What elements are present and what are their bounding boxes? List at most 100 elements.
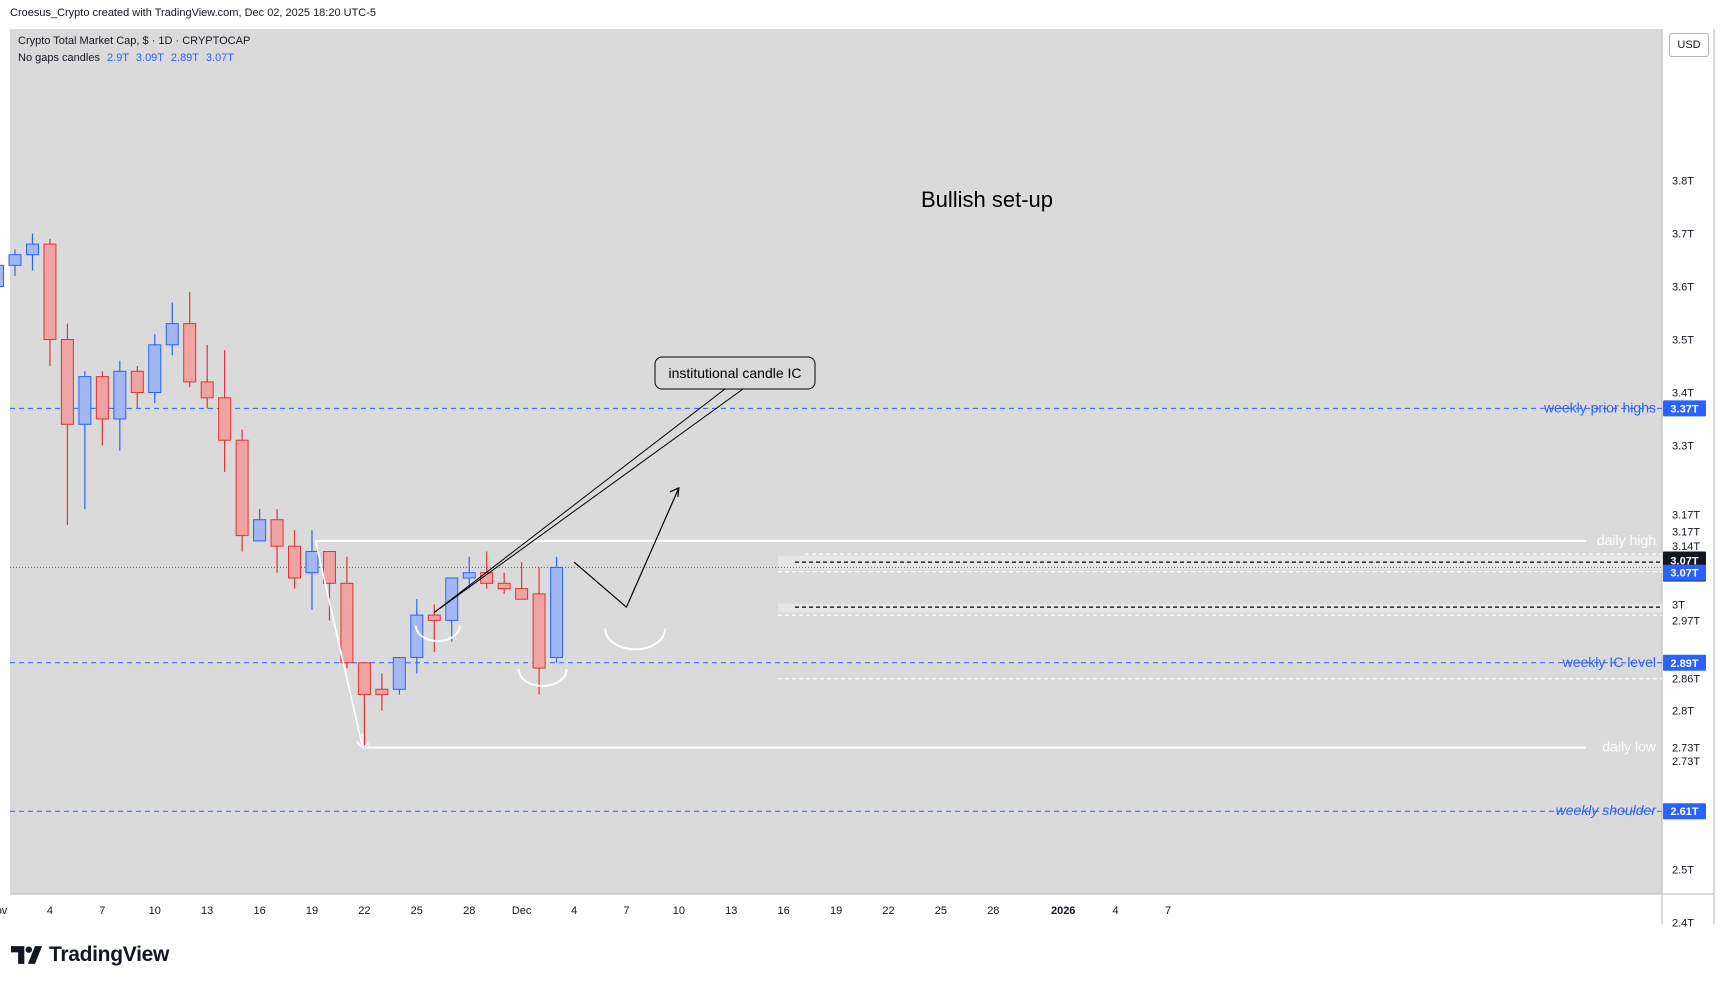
projection-arrowhead [669,486,680,497]
candle [218,350,232,472]
x-tick-label: 4 [47,905,53,917]
retest-arc-1 [414,625,461,643]
candle [43,238,57,366]
candle-body [218,397,232,441]
candle [200,344,214,409]
retest-arc-projected [604,628,667,651]
x-tick-label: 13 [201,905,213,917]
candle [288,530,302,589]
candle-body [165,323,179,346]
swing-arrowhead [356,741,370,749]
upper-zone-band [778,555,1662,571]
symbol-legend[interactable]: Crypto Total Market Cap, $ · 1D · CRYPTO… [18,35,251,47]
zone-bands [778,555,1662,613]
candle [113,360,127,451]
lower-zone-band [778,603,1662,613]
candle-body [43,243,57,341]
callout-text: institutional candle IC [668,365,801,381]
weekly-prior-highs-tag [1663,400,1706,417]
y-tick-label: 3.14T [1672,541,1700,553]
weekly-IC-level-tag [1663,654,1706,671]
x-tick-label: 10 [673,905,685,917]
y-tick-label: 3.8T [1672,176,1694,188]
candle [550,556,564,663]
x-tick-label: 19 [306,905,318,917]
candle [183,291,197,388]
y-tick-label: 2.5T [1672,865,1694,877]
candle-body [427,614,441,621]
setup-title: Bullish set-up [921,187,1053,212]
current-price-text: 3.07T [1670,556,1698,568]
x-tick-label: 7 [99,905,105,917]
y-tick-label: 3.17T [1672,526,1700,538]
last-close-text: 3.07T [1670,568,1698,580]
y-tick-label: 3.4T [1672,388,1694,400]
legend-close: 3.07T [205,52,235,64]
last-close-tag [1663,564,1706,581]
tradingview-logo[interactable]: TradingView [11,943,169,967]
callout-pointer [433,388,744,613]
candle [148,334,162,404]
level-tag-text: 3.37T [1670,403,1698,415]
candle [130,366,144,409]
candle [60,323,74,525]
candle-body [78,376,92,425]
x-tick-label: Nov [0,905,8,917]
x-tick-label: 16 [253,905,265,917]
candle-body [550,566,564,659]
x-tick-label: 22 [882,905,894,917]
candle [462,556,476,589]
x-tick-label: 10 [149,905,161,917]
x-tick-label: 25 [935,905,947,917]
x-tick-label: Dec [512,905,532,917]
weekly-prior-highs-label: weekly prior highs [1543,399,1656,415]
price-scale-area[interactable] [1662,29,1714,894]
chart-plot-area[interactable] [10,29,1662,894]
weekly-IC-level-label: weekly IC level [1562,654,1656,670]
drawings: Bullish set-up institutional candle IC [314,187,1053,749]
candle-body [200,381,214,399]
x-tick-label: 4 [571,905,577,917]
candle-body [253,519,267,542]
y-tick-label: 2.73T [1672,743,1700,755]
x-tick-label: 13 [725,905,737,917]
candle [78,371,92,510]
candle [95,371,109,446]
x-tick-label: 25 [411,905,423,917]
candle [165,302,179,356]
legend-high: 3.09T [135,52,164,64]
candle-body [270,519,284,547]
candle-body [515,588,529,600]
candle-body [0,264,5,287]
candle-body [375,688,389,696]
axis-labels: 1619222528Nov4710131619222528Dec47101316… [0,176,1700,930]
ohlc-legend: No gaps candles 2.9T 3.09T 2.89T 3.07T [18,52,234,64]
candle-body [462,572,476,579]
x-tick-label: 28 [463,905,475,917]
level-tag-text: 2.89T [1670,658,1698,670]
callout-box [654,356,816,390]
x-tick-label: 2026 [1051,905,1075,917]
y-tick-label: 3.17T [1672,509,1700,521]
candle-body [130,370,144,393]
y-tick-label: 3.5T [1672,335,1694,347]
x-tick-label: 4 [1113,905,1119,917]
tradingview-logo-icon [11,946,43,964]
candle [235,429,249,552]
candle-body [25,243,39,256]
candle [375,673,389,711]
candle [340,556,354,669]
candle [8,249,22,276]
candle [392,657,406,695]
daily-high-label: daily high [1597,532,1656,548]
chart-credit: Croesus_Crypto created with TradingView.… [10,7,377,19]
x-tick-label: 22 [358,905,370,917]
candle-body [8,254,22,266]
candle [532,567,546,695]
legend-subtitle: No gaps candles [18,52,100,64]
currency-button[interactable]: USD [1669,33,1709,57]
time-scale-area[interactable] [10,894,1714,924]
y-tick-label: 2.8T [1672,706,1694,718]
